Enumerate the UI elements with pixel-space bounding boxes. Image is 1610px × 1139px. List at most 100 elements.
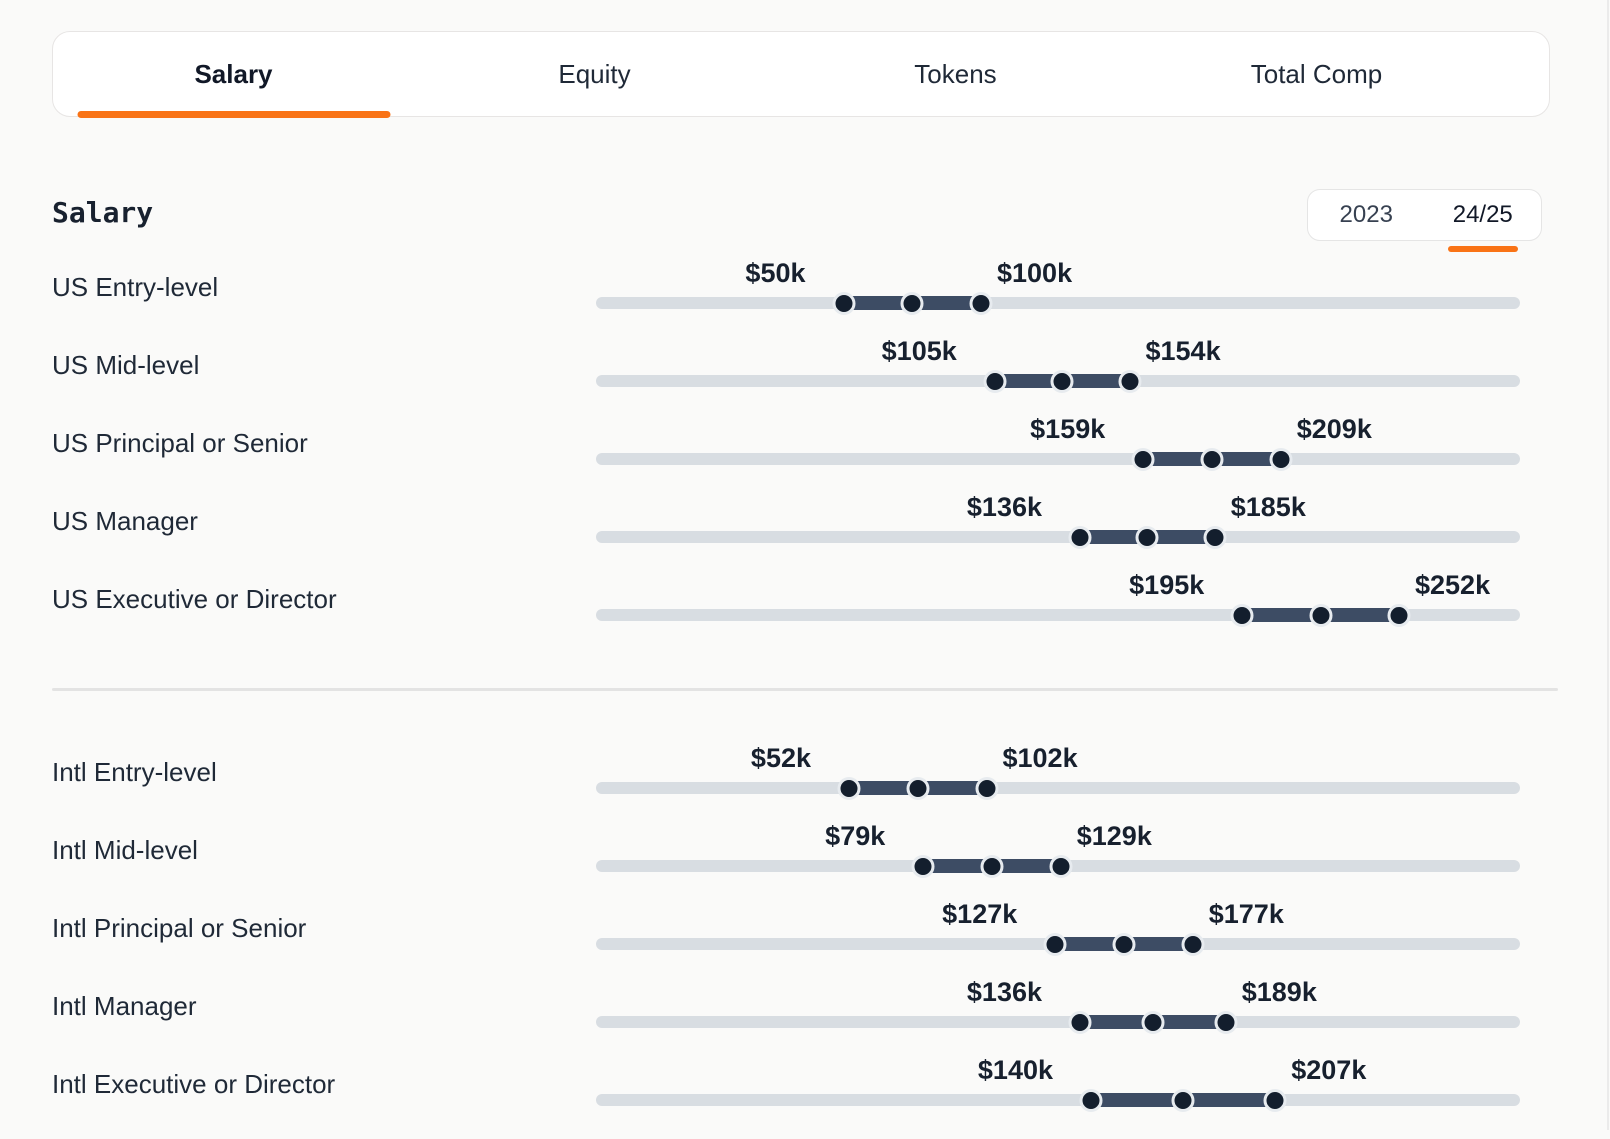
slider-track bbox=[596, 531, 1520, 543]
year-option-24-25[interactable]: 24/25 bbox=[1425, 190, 1542, 252]
mid-dot bbox=[1309, 604, 1333, 627]
min-value-label: $79k bbox=[825, 821, 886, 851]
slider-track bbox=[596, 782, 1520, 794]
slider-row-us-manager: US Manager $136k $185k bbox=[52, 492, 1558, 576]
active-tab-indicator bbox=[77, 111, 390, 118]
us-salary-rows: US Entry-level $50k $100k US Mid-level $105k… bbox=[52, 258, 1558, 654]
max-dot bbox=[1049, 855, 1073, 878]
max-value-label: $185k bbox=[1230, 492, 1306, 522]
min-value-label: $159k bbox=[1030, 414, 1106, 444]
min-value-label: $195k bbox=[1129, 570, 1205, 600]
row-label: US Executive or Director bbox=[52, 584, 337, 614]
min-dot bbox=[911, 855, 935, 878]
row-label: US Manager bbox=[52, 506, 198, 536]
salary-range-slider: $52k $102k bbox=[596, 743, 1520, 827]
salary-range-slider: $136k $185k bbox=[596, 492, 1520, 576]
slider-row-intl-entry-level: Intl Entry-level $52k $102k bbox=[52, 743, 1558, 827]
max-value-label: $177k bbox=[1208, 899, 1284, 929]
mid-dot bbox=[980, 855, 1004, 878]
min-value-label: $136k bbox=[966, 977, 1042, 1007]
min-value-label: $136k bbox=[966, 492, 1042, 522]
row-label: Intl Mid-level bbox=[52, 835, 198, 865]
tab-tokens[interactable]: Tokens bbox=[775, 32, 1136, 116]
slider-row-intl-principal-or-senior: Intl Principal or Senior $127k $177k bbox=[52, 899, 1558, 983]
salary-range-slider: $50k $100k bbox=[596, 258, 1520, 342]
mid-dot bbox=[1112, 933, 1136, 956]
salary-range-slider: $159k $209k bbox=[596, 414, 1520, 498]
year-option-label: 2023 bbox=[1339, 201, 1393, 228]
slider-row-us-principal-or-senior: US Principal or Senior $159k $209k bbox=[52, 414, 1558, 498]
mid-dot bbox=[1141, 1011, 1165, 1034]
slider-row-us-mid-level: US Mid-level $105k $154k bbox=[52, 336, 1558, 420]
min-dot bbox=[983, 370, 1007, 393]
salary-range-slider: $195k $252k bbox=[596, 570, 1520, 654]
row-label: Intl Manager bbox=[52, 991, 197, 1021]
tab-label: Equity bbox=[558, 58, 631, 89]
max-value-label: $129k bbox=[1076, 821, 1152, 851]
min-value-label: $50k bbox=[745, 258, 806, 288]
min-dot bbox=[1068, 526, 1092, 549]
active-year-indicator bbox=[1447, 246, 1518, 252]
intl-salary-rows: Intl Entry-level $52k $102k Intl Mid-level $… bbox=[52, 743, 1558, 1139]
slider-row-intl-executive-or-director: Intl Executive or Director $140k $207k bbox=[52, 1055, 1558, 1139]
min-dot bbox=[1043, 933, 1067, 956]
max-value-label: $189k bbox=[1241, 977, 1317, 1007]
salary-range-slider: $140k $207k bbox=[596, 1055, 1520, 1139]
row-label: US Mid-level bbox=[52, 350, 200, 380]
slider-track bbox=[596, 297, 1520, 309]
max-dot bbox=[969, 292, 993, 315]
slider-row-intl-manager: Intl Manager $136k $189k bbox=[52, 977, 1558, 1061]
max-value-label: $102k bbox=[1002, 743, 1078, 773]
min-dot bbox=[1131, 448, 1155, 471]
section-title: Salary bbox=[52, 196, 154, 229]
min-dot bbox=[832, 292, 855, 315]
mid-dot bbox=[906, 777, 930, 800]
tab-label: Salary bbox=[194, 58, 273, 89]
tab-equity[interactable]: Equity bbox=[414, 32, 775, 116]
mid-dot bbox=[900, 292, 924, 315]
mid-dot bbox=[1135, 526, 1159, 549]
max-dot bbox=[1387, 604, 1411, 627]
tab-salary[interactable]: Salary bbox=[53, 32, 414, 118]
tab-label: Tokens bbox=[914, 58, 997, 89]
max-value-label: $100k bbox=[997, 258, 1073, 288]
slider-track bbox=[596, 1094, 1520, 1106]
max-value-label: $209k bbox=[1296, 414, 1372, 444]
max-dot bbox=[1269, 448, 1293, 471]
min-value-label: $105k bbox=[881, 336, 957, 366]
year-toggle: 2023 24/25 bbox=[1307, 189, 1542, 252]
max-value-label: $252k bbox=[1415, 570, 1491, 600]
min-dot bbox=[1230, 604, 1254, 627]
tab-total-comp[interactable]: Total Comp bbox=[1136, 32, 1497, 116]
slider-track bbox=[596, 1016, 1520, 1028]
slider-track bbox=[596, 453, 1520, 465]
slider-row-us-entry-level: US Entry-level $50k $100k bbox=[52, 258, 1558, 342]
min-value-label: $127k bbox=[942, 899, 1018, 929]
tab-label: Total Comp bbox=[1250, 58, 1383, 89]
row-label: Intl Entry-level bbox=[52, 757, 217, 787]
salary-range-slider: $79k $129k bbox=[596, 821, 1520, 905]
page-right-border bbox=[1607, 0, 1609, 1130]
salary-range-slider: $105k $154k bbox=[596, 336, 1520, 420]
row-label: Intl Executive or Director bbox=[52, 1069, 336, 1099]
max-dot bbox=[1181, 933, 1205, 956]
max-dot bbox=[975, 777, 998, 800]
section-divider bbox=[52, 688, 1558, 691]
min-dot bbox=[837, 777, 861, 800]
row-label: US Principal or Senior bbox=[52, 428, 308, 458]
slider-row-intl-mid-level: Intl Mid-level $79k $129k bbox=[52, 821, 1558, 905]
min-value-label: $140k bbox=[977, 1055, 1053, 1085]
max-value-label: $207k bbox=[1291, 1055, 1367, 1085]
mid-dot bbox=[1050, 370, 1074, 393]
max-dot bbox=[1203, 526, 1227, 549]
min-value-label: $52k bbox=[750, 743, 811, 773]
max-value-label: $154k bbox=[1145, 336, 1221, 366]
min-dot bbox=[1079, 1089, 1103, 1112]
slider-row-us-executive-or-director: US Executive or Director $195k $252k bbox=[52, 570, 1558, 654]
max-dot bbox=[1214, 1011, 1238, 1034]
year-option-2023[interactable]: 2023 bbox=[1308, 190, 1425, 240]
mid-dot bbox=[1200, 448, 1224, 471]
row-label: US Entry-level bbox=[52, 272, 219, 302]
max-dot bbox=[1263, 1089, 1287, 1112]
max-dot bbox=[1118, 370, 1141, 393]
